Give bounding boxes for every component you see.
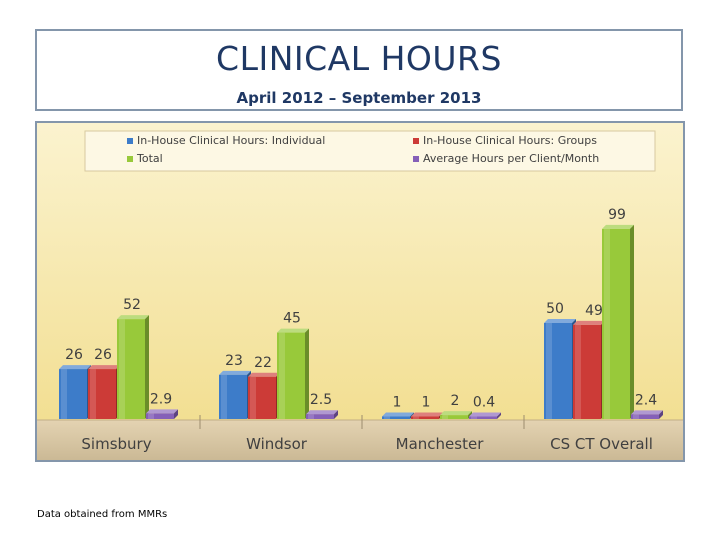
data-label: 2.4 — [635, 392, 657, 408]
bar-top — [382, 412, 414, 417]
bar-highlight — [279, 332, 285, 419]
bar-top — [248, 372, 280, 377]
data-label: 2.9 — [150, 391, 172, 407]
bar-side — [630, 224, 634, 419]
bar — [440, 415, 468, 419]
bar-highlight — [442, 415, 448, 419]
legend-label: In-House Clinical Hours: Individual — [137, 134, 325, 147]
bar-top — [306, 410, 338, 415]
bar — [631, 414, 659, 419]
bar-highlight — [119, 319, 125, 419]
bar-top — [277, 328, 309, 333]
bar-top — [59, 365, 91, 370]
page-title: CLINICAL HOURS — [216, 39, 502, 78]
bars: 26 26 52 2.9 23 22 45 2.5 1 1 2 0.4 50 49 99 2.4 — [59, 207, 663, 419]
legend: In-House Clinical Hours: Individual In-Ho… — [84, 130, 656, 172]
category-label: Windsor — [246, 435, 308, 453]
page-subtitle: April 2012 – September 2013 — [236, 89, 482, 107]
data-label: 26 — [65, 347, 83, 363]
data-label: 99 — [608, 207, 626, 223]
bar-top — [631, 410, 663, 415]
bar-top — [544, 319, 576, 323]
chart-floor — [37, 420, 683, 460]
bar-top — [146, 409, 178, 414]
bar-highlight — [308, 414, 314, 419]
bar-top — [573, 320, 605, 325]
bar — [382, 416, 410, 419]
data-label: 23 — [225, 353, 243, 369]
data-label: 1 — [393, 395, 402, 411]
bar-side — [659, 410, 663, 419]
bar-side — [334, 410, 338, 419]
bar-side — [145, 315, 149, 419]
category-axis: Simsbury Windsor Manchester CS CT Overall — [37, 415, 683, 460]
title-box: CLINICAL HOURS April 2012 – September 20… — [35, 29, 683, 111]
bar-top — [411, 412, 443, 417]
bar — [469, 416, 497, 419]
bar — [146, 413, 174, 419]
bar-highlight — [413, 416, 419, 419]
legend-label: Average Hours per Client/Month — [423, 152, 599, 165]
data-label: 45 — [283, 311, 301, 327]
legend-swatch — [413, 156, 419, 162]
chart-frame: In-House Clinical Hours: Individual In-Ho… — [35, 121, 685, 462]
bar-highlight — [575, 324, 581, 419]
footnote: Data obtained from MMRs — [37, 509, 168, 520]
bar-side — [305, 328, 309, 419]
legend-label: In-House Clinical Hours: Groups — [423, 134, 597, 147]
bar-highlight — [61, 369, 67, 419]
bar-top — [88, 365, 120, 370]
data-label: 1 — [422, 395, 431, 411]
data-label: 2 — [451, 393, 460, 409]
bar — [306, 414, 334, 419]
bar-highlight — [384, 416, 390, 419]
bar-highlight — [633, 414, 639, 419]
bar-highlight — [250, 376, 256, 419]
bar-highlight — [546, 323, 552, 419]
bar-top — [602, 224, 634, 229]
bar-highlight — [604, 228, 610, 419]
bar-highlight — [221, 374, 227, 419]
bar — [411, 416, 439, 419]
bar-highlight — [148, 413, 154, 419]
category-label: Simsbury — [81, 435, 151, 453]
legend-swatch — [413, 138, 419, 144]
legend-swatch — [127, 138, 133, 144]
legend-label: Total — [136, 152, 163, 165]
data-label: 52 — [123, 297, 141, 313]
bar-highlight — [471, 416, 477, 419]
data-label: 49 — [585, 303, 603, 319]
data-label: 2.5 — [310, 392, 332, 408]
data-label: 50 — [546, 301, 564, 317]
bar-top — [117, 315, 149, 320]
category-label: CS CT Overall — [550, 435, 653, 453]
bar-top — [219, 370, 251, 375]
bar-side — [497, 412, 501, 419]
legend-swatch — [127, 156, 133, 162]
data-label: 26 — [94, 347, 112, 363]
bar-highlight — [90, 369, 96, 419]
data-label: 22 — [254, 355, 272, 371]
bar-side — [174, 409, 178, 419]
bar-top — [469, 412, 501, 417]
legend-box — [84, 130, 656, 172]
bar-top — [440, 411, 472, 416]
category-label: Manchester — [396, 435, 485, 453]
bar-chart: In-House Clinical Hours: Individual In-Ho… — [37, 123, 683, 460]
data-label: 0.4 — [473, 395, 495, 411]
